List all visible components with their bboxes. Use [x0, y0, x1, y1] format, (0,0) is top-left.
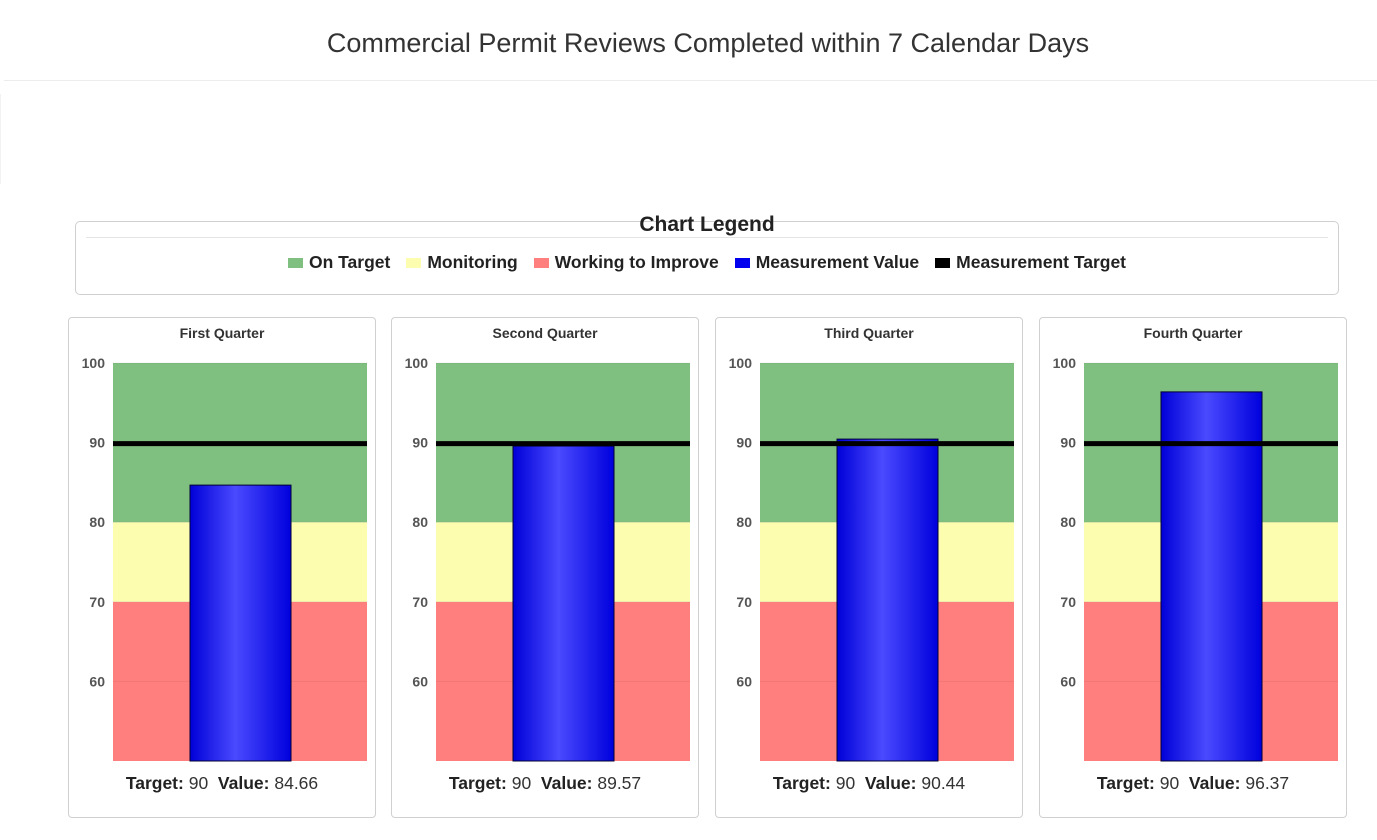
legend-swatch — [935, 257, 951, 268]
legend-item-working-to-improve: Working to Improve — [533, 252, 719, 273]
chart-panel-fourth-quarter: Fourth Quarter 60 70 80 90 100 Target: 90 Va… — [1039, 317, 1347, 818]
chart-panel-third-quarter: Third Quarter 60 70 80 90 100 Target: 90 Val… — [715, 317, 1023, 818]
legend-label: Measurement Value — [755, 252, 920, 272]
legend-item-monitoring: Monitoring — [406, 252, 518, 273]
legend-label: Measurement Target — [956, 252, 1127, 272]
y-tick-label: 80 — [412, 514, 428, 530]
title-divider — [4, 80, 1377, 81]
measurement-value: 96.37 — [1245, 773, 1290, 793]
chart-title: First Quarter — [179, 325, 265, 341]
y-tick-label: 60 — [1060, 673, 1076, 689]
target-label: Target: — [1096, 773, 1155, 793]
y-tick-label: 90 — [89, 435, 105, 451]
y-tick-label: 90 — [736, 435, 752, 451]
y-tick-label: 80 — [1060, 514, 1076, 530]
measurement-value-bar — [836, 438, 939, 762]
y-tick-label: 60 — [736, 673, 752, 689]
chart-footer: Target: 90 Value: 89.57 — [392, 773, 698, 794]
legend-item-on-target: On Target — [287, 252, 391, 273]
y-tick-label: 70 — [736, 594, 752, 610]
measurement-value-bar — [512, 445, 615, 762]
target-value: 90 — [835, 773, 856, 793]
chart-svg: 60 70 80 90 100 — [405, 355, 690, 762]
chart-svg: 60 70 80 90 100 — [82, 355, 367, 762]
left-edge-line — [0, 94, 1, 184]
legend-label: Working to Improve — [554, 252, 719, 272]
target-value: 90 — [188, 773, 209, 793]
chart-title: Third Quarter — [824, 325, 914, 341]
y-tick-label: 100 — [729, 355, 753, 371]
value-label: Value: — [217, 773, 270, 793]
target-value: 90 — [511, 773, 532, 793]
y-tick-label: 100 — [82, 355, 106, 371]
y-tick-label: 70 — [412, 594, 428, 610]
chart-footer: Target: 90 Value: 90.44 — [716, 773, 1022, 794]
chart-panel-second-quarter: Second Quarter 60 70 80 90 100 Target: 90 Va… — [391, 317, 699, 818]
chart-footer: Target: 90 Value: 96.37 — [1040, 773, 1346, 794]
measurement-value: 84.66 — [274, 773, 319, 793]
y-tick-label: 60 — [412, 673, 428, 689]
chart-legend: Chart Legend On Target Monitoring Workin… — [75, 213, 1339, 295]
y-tick-label: 90 — [1060, 435, 1076, 451]
legend-label: On Target — [308, 252, 391, 272]
target-label: Target: — [448, 773, 507, 793]
y-tick-label: 80 — [89, 514, 105, 530]
legend-label: Monitoring — [427, 252, 518, 272]
legend-title: Chart Legend — [639, 213, 775, 236]
legend-item-measurement-value: Measurement Value — [734, 252, 920, 273]
chart-title: Fourth Quarter — [1143, 325, 1243, 341]
legend-divider — [86, 237, 1328, 238]
legend-swatch — [406, 257, 422, 268]
chart-title: Second Quarter — [492, 325, 598, 341]
y-tick-label: 100 — [1053, 355, 1077, 371]
y-tick-label: 100 — [405, 355, 429, 371]
legend-swatch — [533, 257, 549, 268]
y-tick-label: 90 — [412, 435, 428, 451]
y-tick-label: 60 — [89, 673, 105, 689]
measurement-value: 89.57 — [597, 773, 642, 793]
target-value: 90 — [1159, 773, 1180, 793]
measurement-value-bar — [189, 484, 292, 762]
chart-svg: 60 70 80 90 100 — [729, 355, 1014, 762]
target-label: Target: — [125, 773, 184, 793]
target-label: Target: — [772, 773, 831, 793]
legend-swatch — [287, 257, 303, 268]
page-title: Commercial Permit Reviews Completed with… — [326, 28, 1090, 58]
y-tick-label: 70 — [1060, 594, 1076, 610]
chart-panel-first-quarter: First Quarter 60 70 80 90 100 Target: 90 Val… — [68, 317, 376, 818]
value-label: Value: — [864, 773, 917, 793]
value-label: Value: — [1188, 773, 1241, 793]
y-tick-label: 80 — [736, 514, 752, 530]
chart-svg: 60 70 80 90 100 — [1053, 355, 1338, 762]
y-tick-label: 70 — [89, 594, 105, 610]
measurement-value-bar — [1160, 391, 1263, 762]
legend-item-measurement-target: Measurement Target — [935, 252, 1126, 273]
value-label: Value: — [540, 773, 593, 793]
chart-footer: Target: 90 Value: 84.66 — [69, 773, 375, 794]
legend-swatch — [734, 257, 750, 268]
legend-items: On Target Monitoring Working to Improve … — [76, 252, 1338, 273]
measurement-value: 90.44 — [921, 773, 966, 793]
